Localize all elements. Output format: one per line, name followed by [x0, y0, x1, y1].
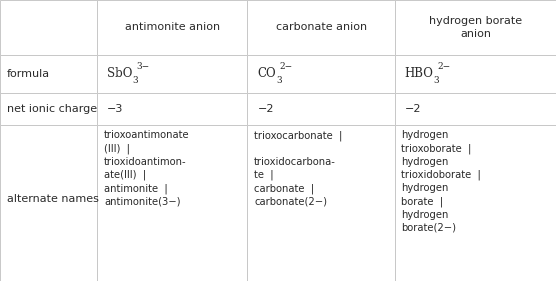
Bar: [247, 93, 395, 125]
Text: carbonate anion: carbonate anion: [276, 22, 366, 32]
Text: −3: −3: [107, 104, 123, 114]
Text: −2: −2: [405, 104, 421, 114]
Bar: [97, 125, 247, 281]
Bar: [395, 93, 556, 125]
Bar: [97, 0, 247, 55]
Text: SbO: SbO: [107, 67, 133, 80]
Text: antimonite anion: antimonite anion: [125, 22, 220, 32]
Bar: [395, 0, 556, 55]
Text: trioxoantimonate
(III)  |
trioxidoantimon-
ate(III)  |
antimonite  |
antimonite(: trioxoantimonate (III) | trioxidoantimon…: [104, 130, 190, 207]
Text: 2−: 2−: [437, 62, 450, 71]
Text: HBO: HBO: [405, 67, 434, 80]
Text: 3: 3: [133, 76, 138, 85]
Text: hydrogen
trioxoborate  |
hydrogen
trioxidoborate  |
hydrogen
borate  |
hydrogen
: hydrogen trioxoborate | hydrogen trioxid…: [401, 130, 481, 233]
Text: CO: CO: [257, 67, 276, 80]
Text: 2−: 2−: [280, 62, 292, 71]
Text: hydrogen borate
anion: hydrogen borate anion: [429, 16, 522, 39]
Bar: [395, 125, 556, 281]
Text: −2: −2: [257, 104, 274, 114]
Bar: [247, 55, 395, 93]
Text: net ionic charge: net ionic charge: [7, 104, 97, 114]
Bar: [0, 0, 97, 55]
Bar: [247, 0, 395, 55]
Text: 3−: 3−: [136, 62, 149, 71]
Text: 3: 3: [434, 76, 439, 85]
Bar: [0, 93, 97, 125]
Text: formula: formula: [7, 69, 50, 79]
Bar: [247, 125, 395, 281]
Text: alternate names: alternate names: [7, 194, 98, 204]
Bar: [97, 55, 247, 93]
Text: trioxocarbonate  |

trioxidocarbona-
te  |
carbonate  |
carbonate(2−): trioxocarbonate | trioxidocarbona- te | …: [254, 130, 342, 207]
Bar: [0, 125, 97, 281]
Bar: [0, 55, 97, 93]
Bar: [395, 55, 556, 93]
Text: 3: 3: [276, 76, 282, 85]
Bar: [97, 93, 247, 125]
